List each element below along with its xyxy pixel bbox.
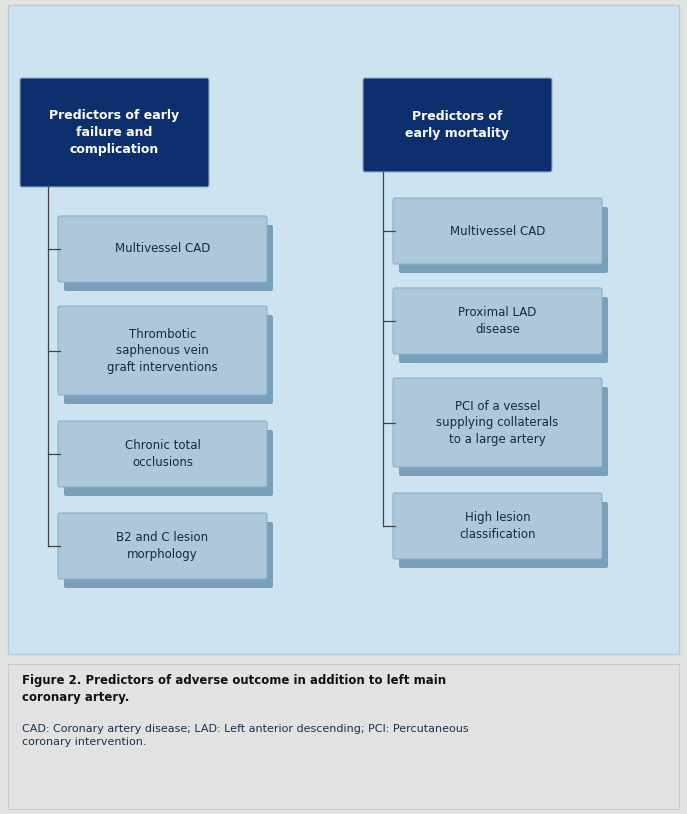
- FancyBboxPatch shape: [363, 78, 552, 172]
- Text: Multivessel CAD: Multivessel CAD: [450, 225, 545, 238]
- FancyBboxPatch shape: [393, 198, 602, 264]
- Text: PCI of a vessel
supplying collaterals
to a large artery: PCI of a vessel supplying collaterals to…: [436, 400, 559, 445]
- Text: Figure 2. Predictors of adverse outcome in addition to left main
coronary artery: Figure 2. Predictors of adverse outcome …: [22, 674, 446, 704]
- FancyBboxPatch shape: [58, 513, 267, 579]
- FancyBboxPatch shape: [20, 78, 209, 187]
- FancyBboxPatch shape: [8, 664, 679, 809]
- FancyBboxPatch shape: [399, 502, 608, 568]
- Text: Predictors of early
failure and
complication: Predictors of early failure and complica…: [49, 110, 179, 155]
- FancyBboxPatch shape: [64, 522, 273, 588]
- FancyBboxPatch shape: [58, 306, 267, 395]
- Text: B2 and C lesion
morphology: B2 and C lesion morphology: [116, 532, 209, 561]
- FancyBboxPatch shape: [64, 225, 273, 291]
- FancyBboxPatch shape: [58, 421, 267, 487]
- Text: High lesion
classification: High lesion classification: [459, 511, 536, 540]
- Text: CAD: Coronary artery disease; LAD: Left anterior descending; PCI: Percutaneous
c: CAD: Coronary artery disease; LAD: Left …: [22, 724, 469, 747]
- FancyBboxPatch shape: [64, 315, 273, 404]
- Text: Predictors of
early mortality: Predictors of early mortality: [405, 110, 510, 140]
- FancyBboxPatch shape: [393, 288, 602, 354]
- FancyBboxPatch shape: [399, 297, 608, 363]
- FancyBboxPatch shape: [58, 216, 267, 282]
- FancyBboxPatch shape: [64, 430, 273, 496]
- FancyBboxPatch shape: [393, 378, 602, 467]
- Text: Proximal LAD
disease: Proximal LAD disease: [458, 306, 537, 335]
- FancyBboxPatch shape: [399, 207, 608, 273]
- Text: Chronic total
occlusions: Chronic total occlusions: [124, 440, 201, 469]
- FancyBboxPatch shape: [399, 387, 608, 476]
- Text: Thrombotic
saphenous vein
graft interventions: Thrombotic saphenous vein graft interven…: [107, 327, 218, 374]
- Text: Multivessel CAD: Multivessel CAD: [115, 243, 210, 256]
- FancyBboxPatch shape: [8, 5, 679, 654]
- FancyBboxPatch shape: [393, 493, 602, 559]
